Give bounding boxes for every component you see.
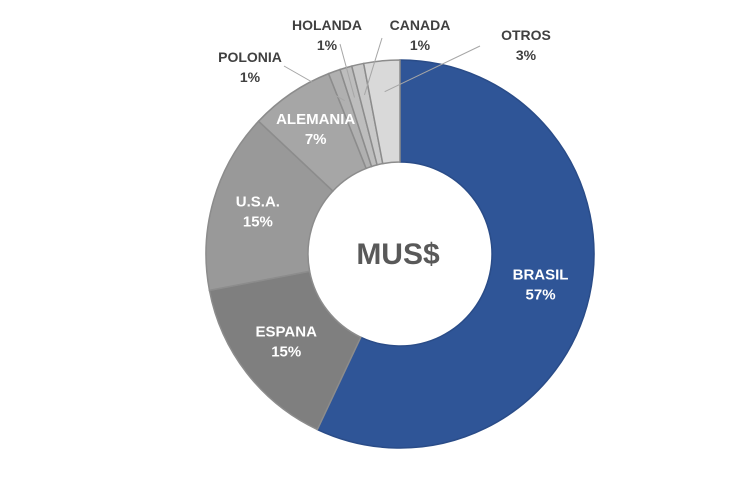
label-espana: ESPANA 15% [256, 323, 318, 360]
slice-espana [208, 270, 362, 431]
label-polonia: POLONIA 1% [218, 49, 282, 85]
slice-brasil [316, 59, 595, 449]
label-brasil: BRASIL 57% [513, 266, 569, 303]
slice-otros [362, 59, 401, 165]
leader-holanda [339, 43, 356, 98]
center-label: MUS$ [356, 238, 440, 271]
label-alemania: ALEMANIA 7% [276, 111, 355, 148]
slice-labels: BRASIL 57% ESPANA 15% U.S.A. 15% ALEMANIA 7% POL… [218, 17, 568, 360]
leader-lines [283, 37, 481, 102]
slice-u-s-a [205, 120, 334, 292]
leader-otros [384, 45, 481, 93]
label-holanda: HOLANDA 1% [292, 17, 362, 53]
leader-canada [363, 37, 383, 96]
label-otros: OTROS 3% [501, 27, 551, 63]
label-u-s-a: U.S.A. 15% [236, 194, 280, 231]
label-canada: CANADA 1% [390, 17, 451, 53]
leader-polonia [283, 65, 346, 102]
donut-segments [205, 59, 595, 449]
